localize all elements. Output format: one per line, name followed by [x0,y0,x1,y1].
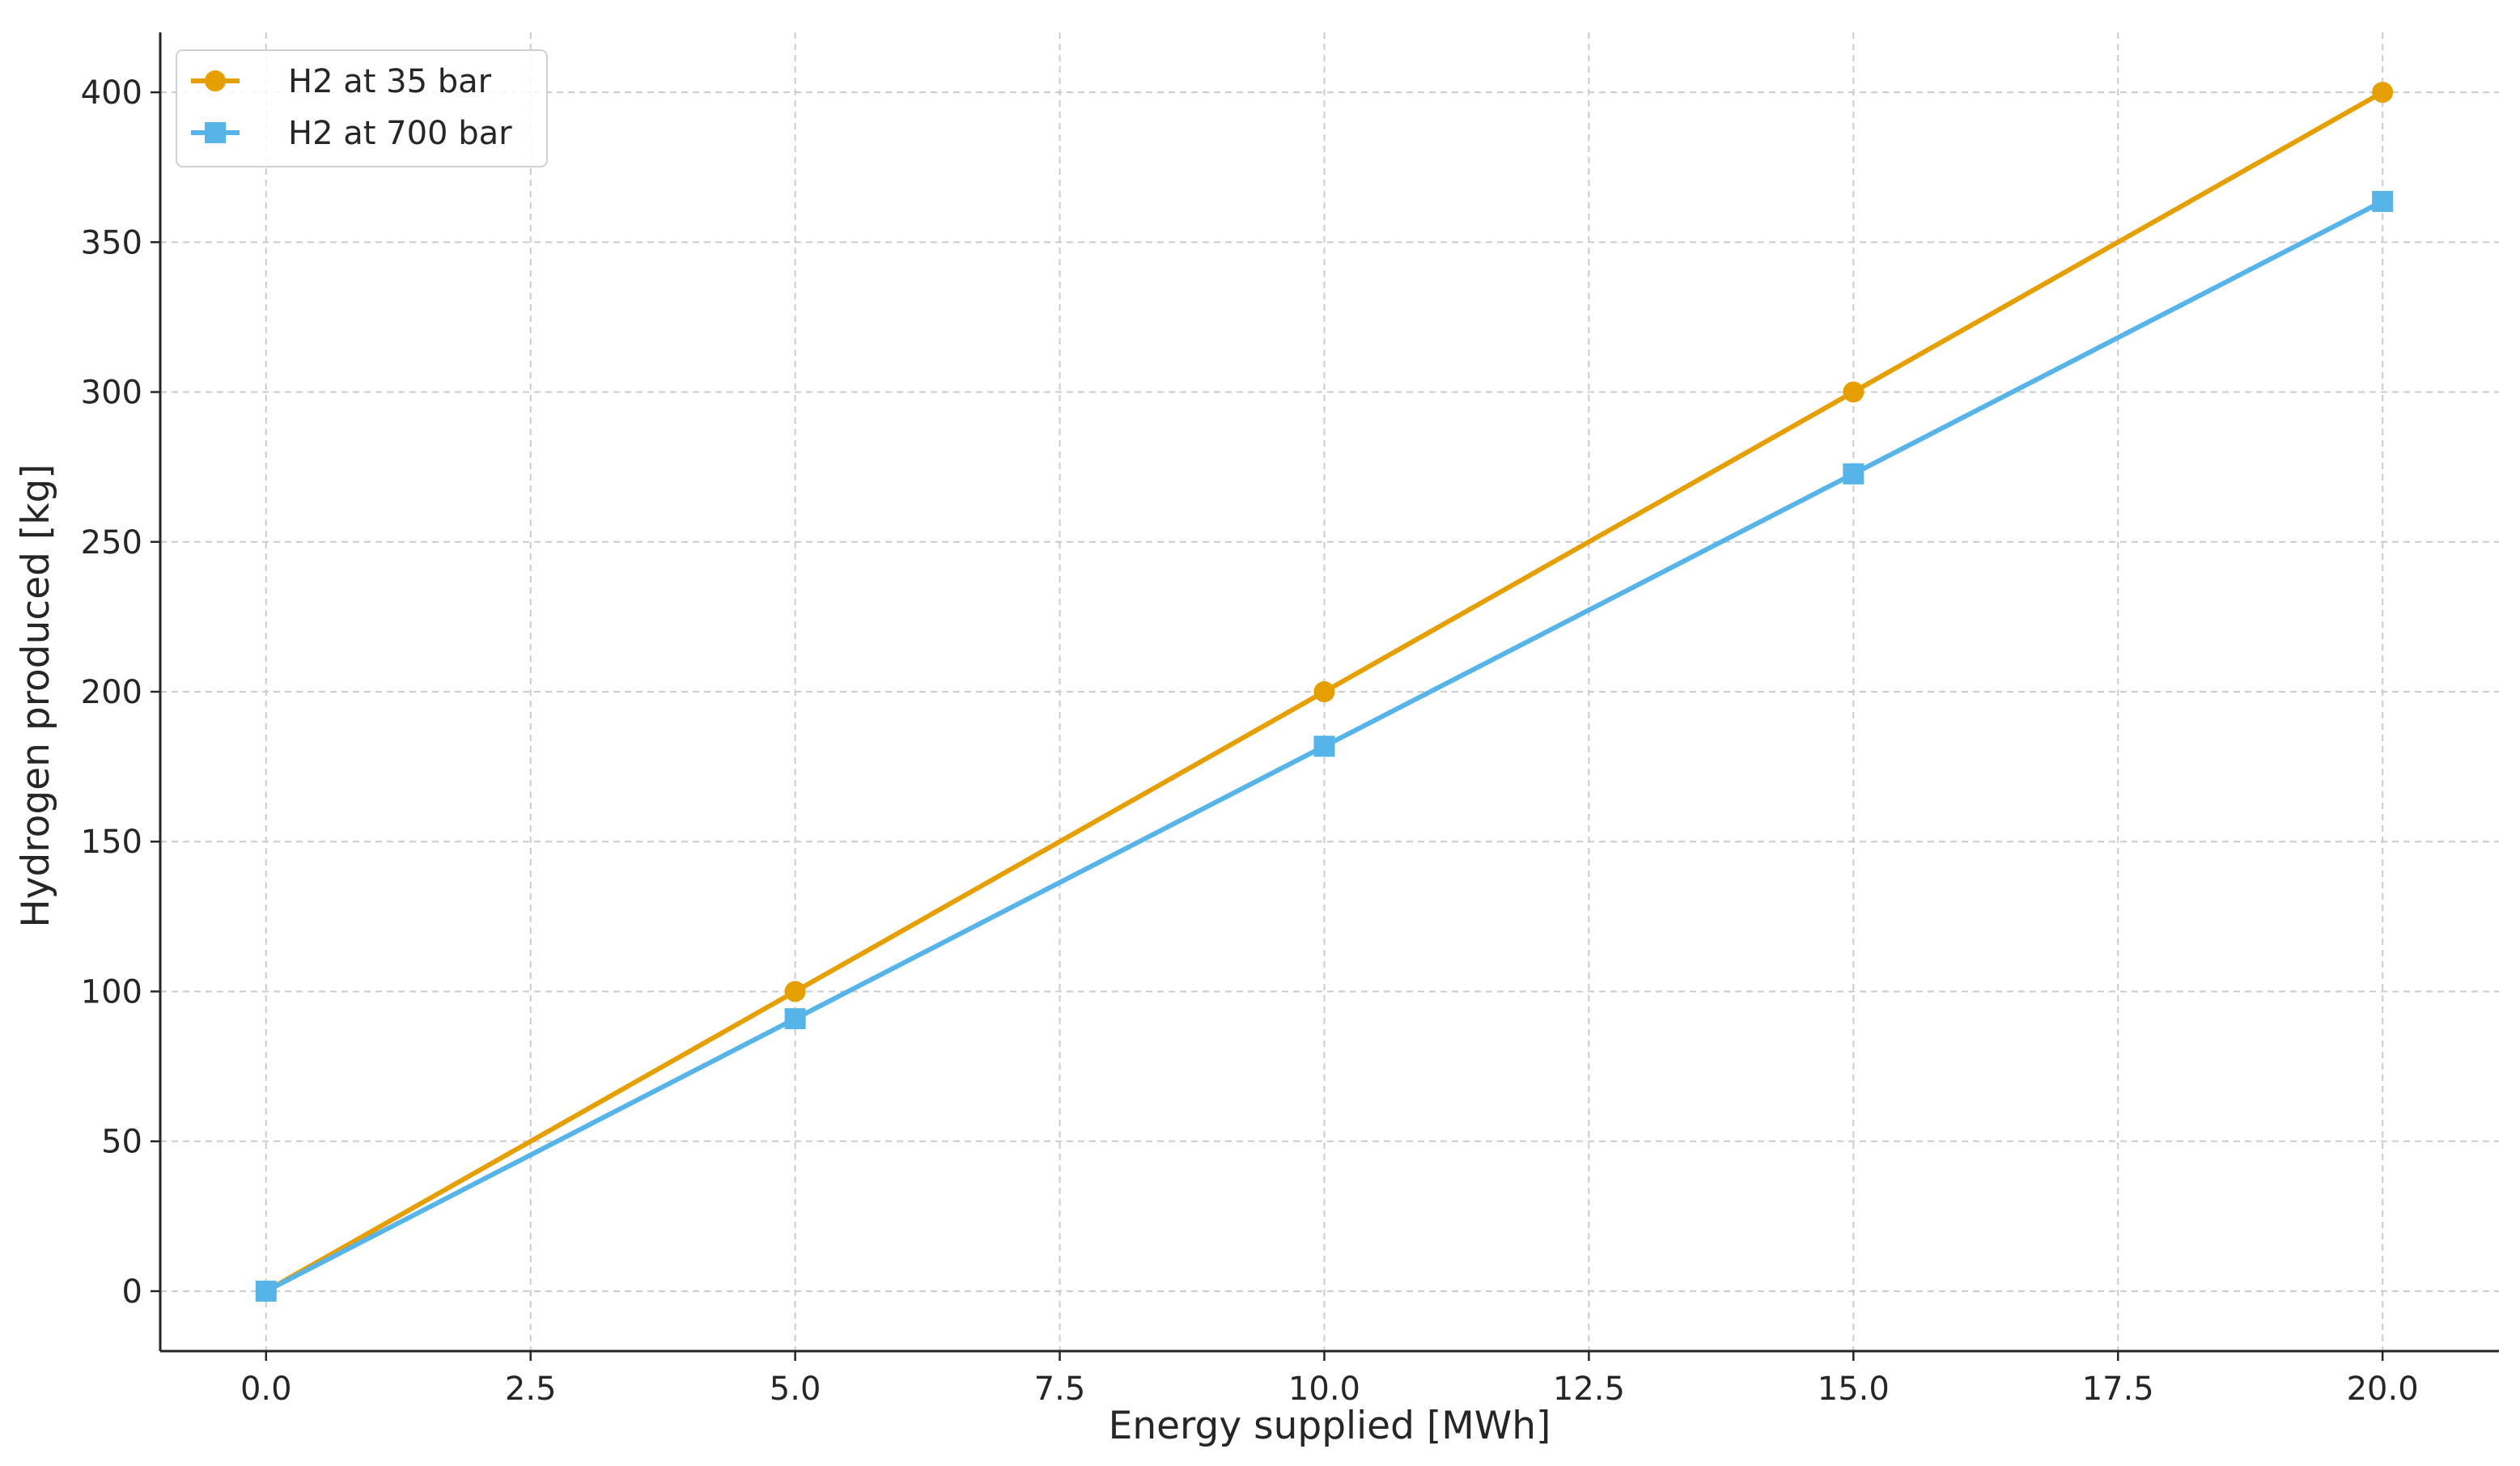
legend-label: H2 at 35 bar [288,63,492,100]
y-tick-label: 300 [81,375,142,412]
legend-box [176,49,548,167]
data-point-square [1313,735,1335,757]
x-tick-label: 2.5 [505,1371,557,1408]
series-group [255,190,2394,1302]
data-point-square [255,1280,277,1302]
y-tick-label: 0 [122,1273,142,1311]
y-axis-title: Hydrogen produced [kg] [14,464,58,927]
data-point-circle [2372,82,2394,104]
y-tick-label: 400 [81,74,142,112]
x-tick-label: 10.0 [1288,1371,1360,1408]
data-point-circle [1843,381,1865,403]
x-tick-label: 15.0 [1818,1371,1890,1408]
x-tick-label: 5.0 [770,1371,821,1408]
y-tick-label: 250 [81,524,142,561]
y-tick-label: 50 [101,1124,142,1161]
legend-marker-circle [205,70,226,91]
legend-item: H2 at 700 bar [191,115,512,152]
data-point-circle [1313,681,1335,702]
data-point-square [784,1008,806,1030]
x-tick-label: 0.0 [240,1371,292,1408]
ticks: 0.0 2.5 5.0 7.5 10.0 12.5 15.0 17.5 20.0 0 50 100 15… [81,74,2419,1408]
data-point-square [2372,190,2394,212]
y-tick-label: 150 [81,824,142,861]
legend: H2 at 35 bar H2 at 700 bar [176,49,548,167]
x-tick-label: 12.5 [1553,1371,1625,1408]
legend-label: H2 at 700 bar [288,115,512,152]
y-tick-label: 100 [81,973,142,1011]
x-tick-label: 17.5 [2082,1371,2154,1408]
legend-item: H2 at 35 bar [191,63,492,100]
data-point-square [1843,463,1865,485]
legend-marker-square [205,122,226,143]
x-axis-title: Energy supplied [MWh] [1109,1404,1551,1448]
x-tick-label: 20.0 [2347,1371,2419,1408]
y-tick-label: 200 [81,674,142,711]
data-point-circle [784,981,806,1002]
x-tick-label: 7.5 [1034,1371,1086,1408]
y-tick-label: 350 [81,224,142,261]
series-layer [255,82,2394,1302]
